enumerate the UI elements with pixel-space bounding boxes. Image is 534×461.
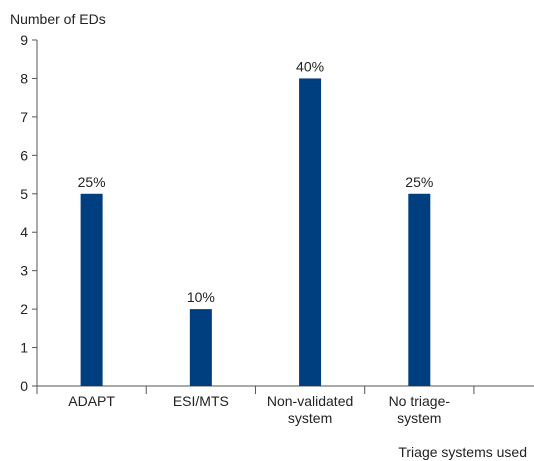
y-tick-label: 5 xyxy=(20,186,28,202)
bar-data-label: 40% xyxy=(296,58,324,74)
x-tick-label: ADAPT xyxy=(68,393,115,409)
y-axis: 0 1 2 3 4 5 6 7 8 9 xyxy=(20,32,38,394)
bars xyxy=(80,78,431,386)
x-axis: ADAPT ESI/MTS Non-validated system No triage… xyxy=(36,385,534,426)
y-tick-label: 2 xyxy=(20,301,28,317)
bar xyxy=(299,78,322,386)
x-axis-title: Triage systems used xyxy=(398,444,527,460)
x-tick-label: Non-validated system xyxy=(267,393,353,426)
bar-data-label: 25% xyxy=(405,174,433,190)
y-tick-label: 7 xyxy=(20,109,28,125)
y-tick-label: 1 xyxy=(20,340,28,356)
bar xyxy=(408,193,431,386)
bar-data-label: 10% xyxy=(187,289,215,305)
y-tick-label: 8 xyxy=(20,70,28,86)
y-axis-title: Number of EDs xyxy=(10,11,106,27)
x-tick-label: ESI/MTS xyxy=(173,393,229,409)
bar xyxy=(189,309,212,386)
y-tick-label: 0 xyxy=(20,378,28,394)
y-tick-label: 4 xyxy=(20,224,28,240)
y-tick-label: 9 xyxy=(20,32,28,48)
bar xyxy=(80,193,103,386)
data-labels: 25% 10% 40% 25% xyxy=(78,58,434,305)
y-tick-label: 6 xyxy=(20,147,28,163)
x-tick-label: No triage-system xyxy=(389,393,451,426)
y-tick-label: 3 xyxy=(20,263,28,279)
bar-data-label: 25% xyxy=(78,174,106,190)
